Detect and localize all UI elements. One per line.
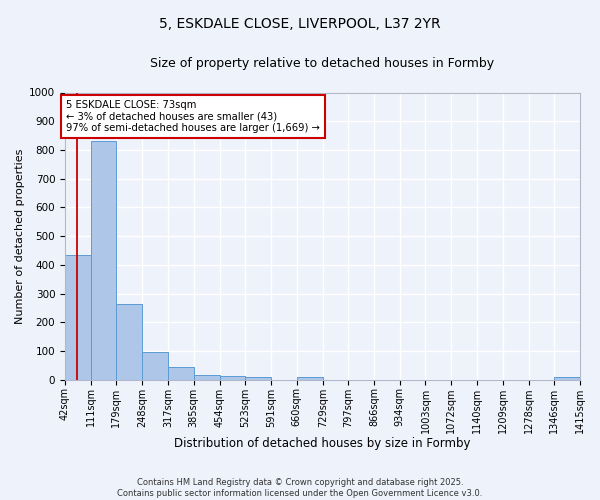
Bar [116,304,142,380]
Title: Size of property relative to detached houses in Formby: Size of property relative to detached ho… [151,58,494,70]
Text: 5, ESKDALE CLOSE, LIVERPOOL, L37 2YR: 5, ESKDALE CLOSE, LIVERPOOL, L37 2YR [159,18,441,32]
Bar [91,142,116,380]
Bar [194,374,220,380]
Bar [220,376,245,380]
Bar [297,377,323,380]
Bar [554,378,580,380]
Text: Contains HM Land Registry data © Crown copyright and database right 2025.
Contai: Contains HM Land Registry data © Crown c… [118,478,482,498]
X-axis label: Distribution of detached houses by size in Formby: Distribution of detached houses by size … [174,437,471,450]
Bar [65,255,91,380]
Bar [168,367,194,380]
Y-axis label: Number of detached properties: Number of detached properties [15,148,25,324]
Bar [245,378,271,380]
Bar [142,352,168,380]
Text: 5 ESKDALE CLOSE: 73sqm
← 3% of detached houses are smaller (43)
97% of semi-deta: 5 ESKDALE CLOSE: 73sqm ← 3% of detached … [66,100,320,133]
